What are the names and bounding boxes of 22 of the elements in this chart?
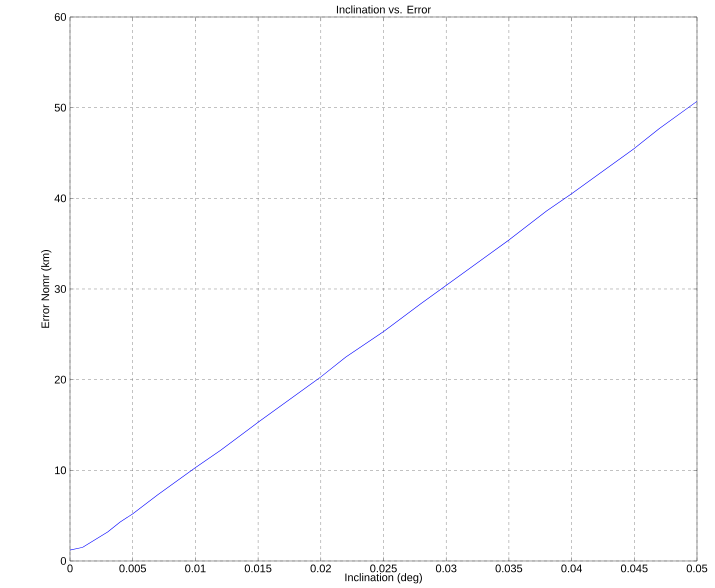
x-tick-label: 0.035 [496,564,522,572]
y-tick-label: 60 [54,13,66,21]
x-tick-label: 0.04 [561,564,582,572]
x-tick-label: 0 [67,564,73,572]
x-tick-label: 0.02 [310,564,331,572]
chart-title: Inclination vs. Error [336,5,431,14]
y-tick-label: 10 [55,466,66,474]
x-axis-title: Inclination (deg) [345,573,422,584]
x-tick-label: 0.015 [244,564,272,572]
x-tick-label: 0.045 [620,564,648,572]
x-tick-label: 0.025 [370,564,397,572]
line-series [70,101,697,550]
y-tick-label: 40 [54,194,66,202]
x-tick-label: 0.03 [436,564,456,572]
x-tick-label: 0.05 [686,564,708,572]
x-tick-label: 0.01 [185,564,206,572]
y-axis-title: Error Nomr (km) [41,250,52,328]
y-tick-label: 50 [54,104,66,112]
y-tick-label: 30 [54,285,66,293]
y-tick-label: 20 [54,376,66,384]
y-tick-label: 0 [60,557,66,565]
x-tick-label: 0.005 [119,564,146,572]
